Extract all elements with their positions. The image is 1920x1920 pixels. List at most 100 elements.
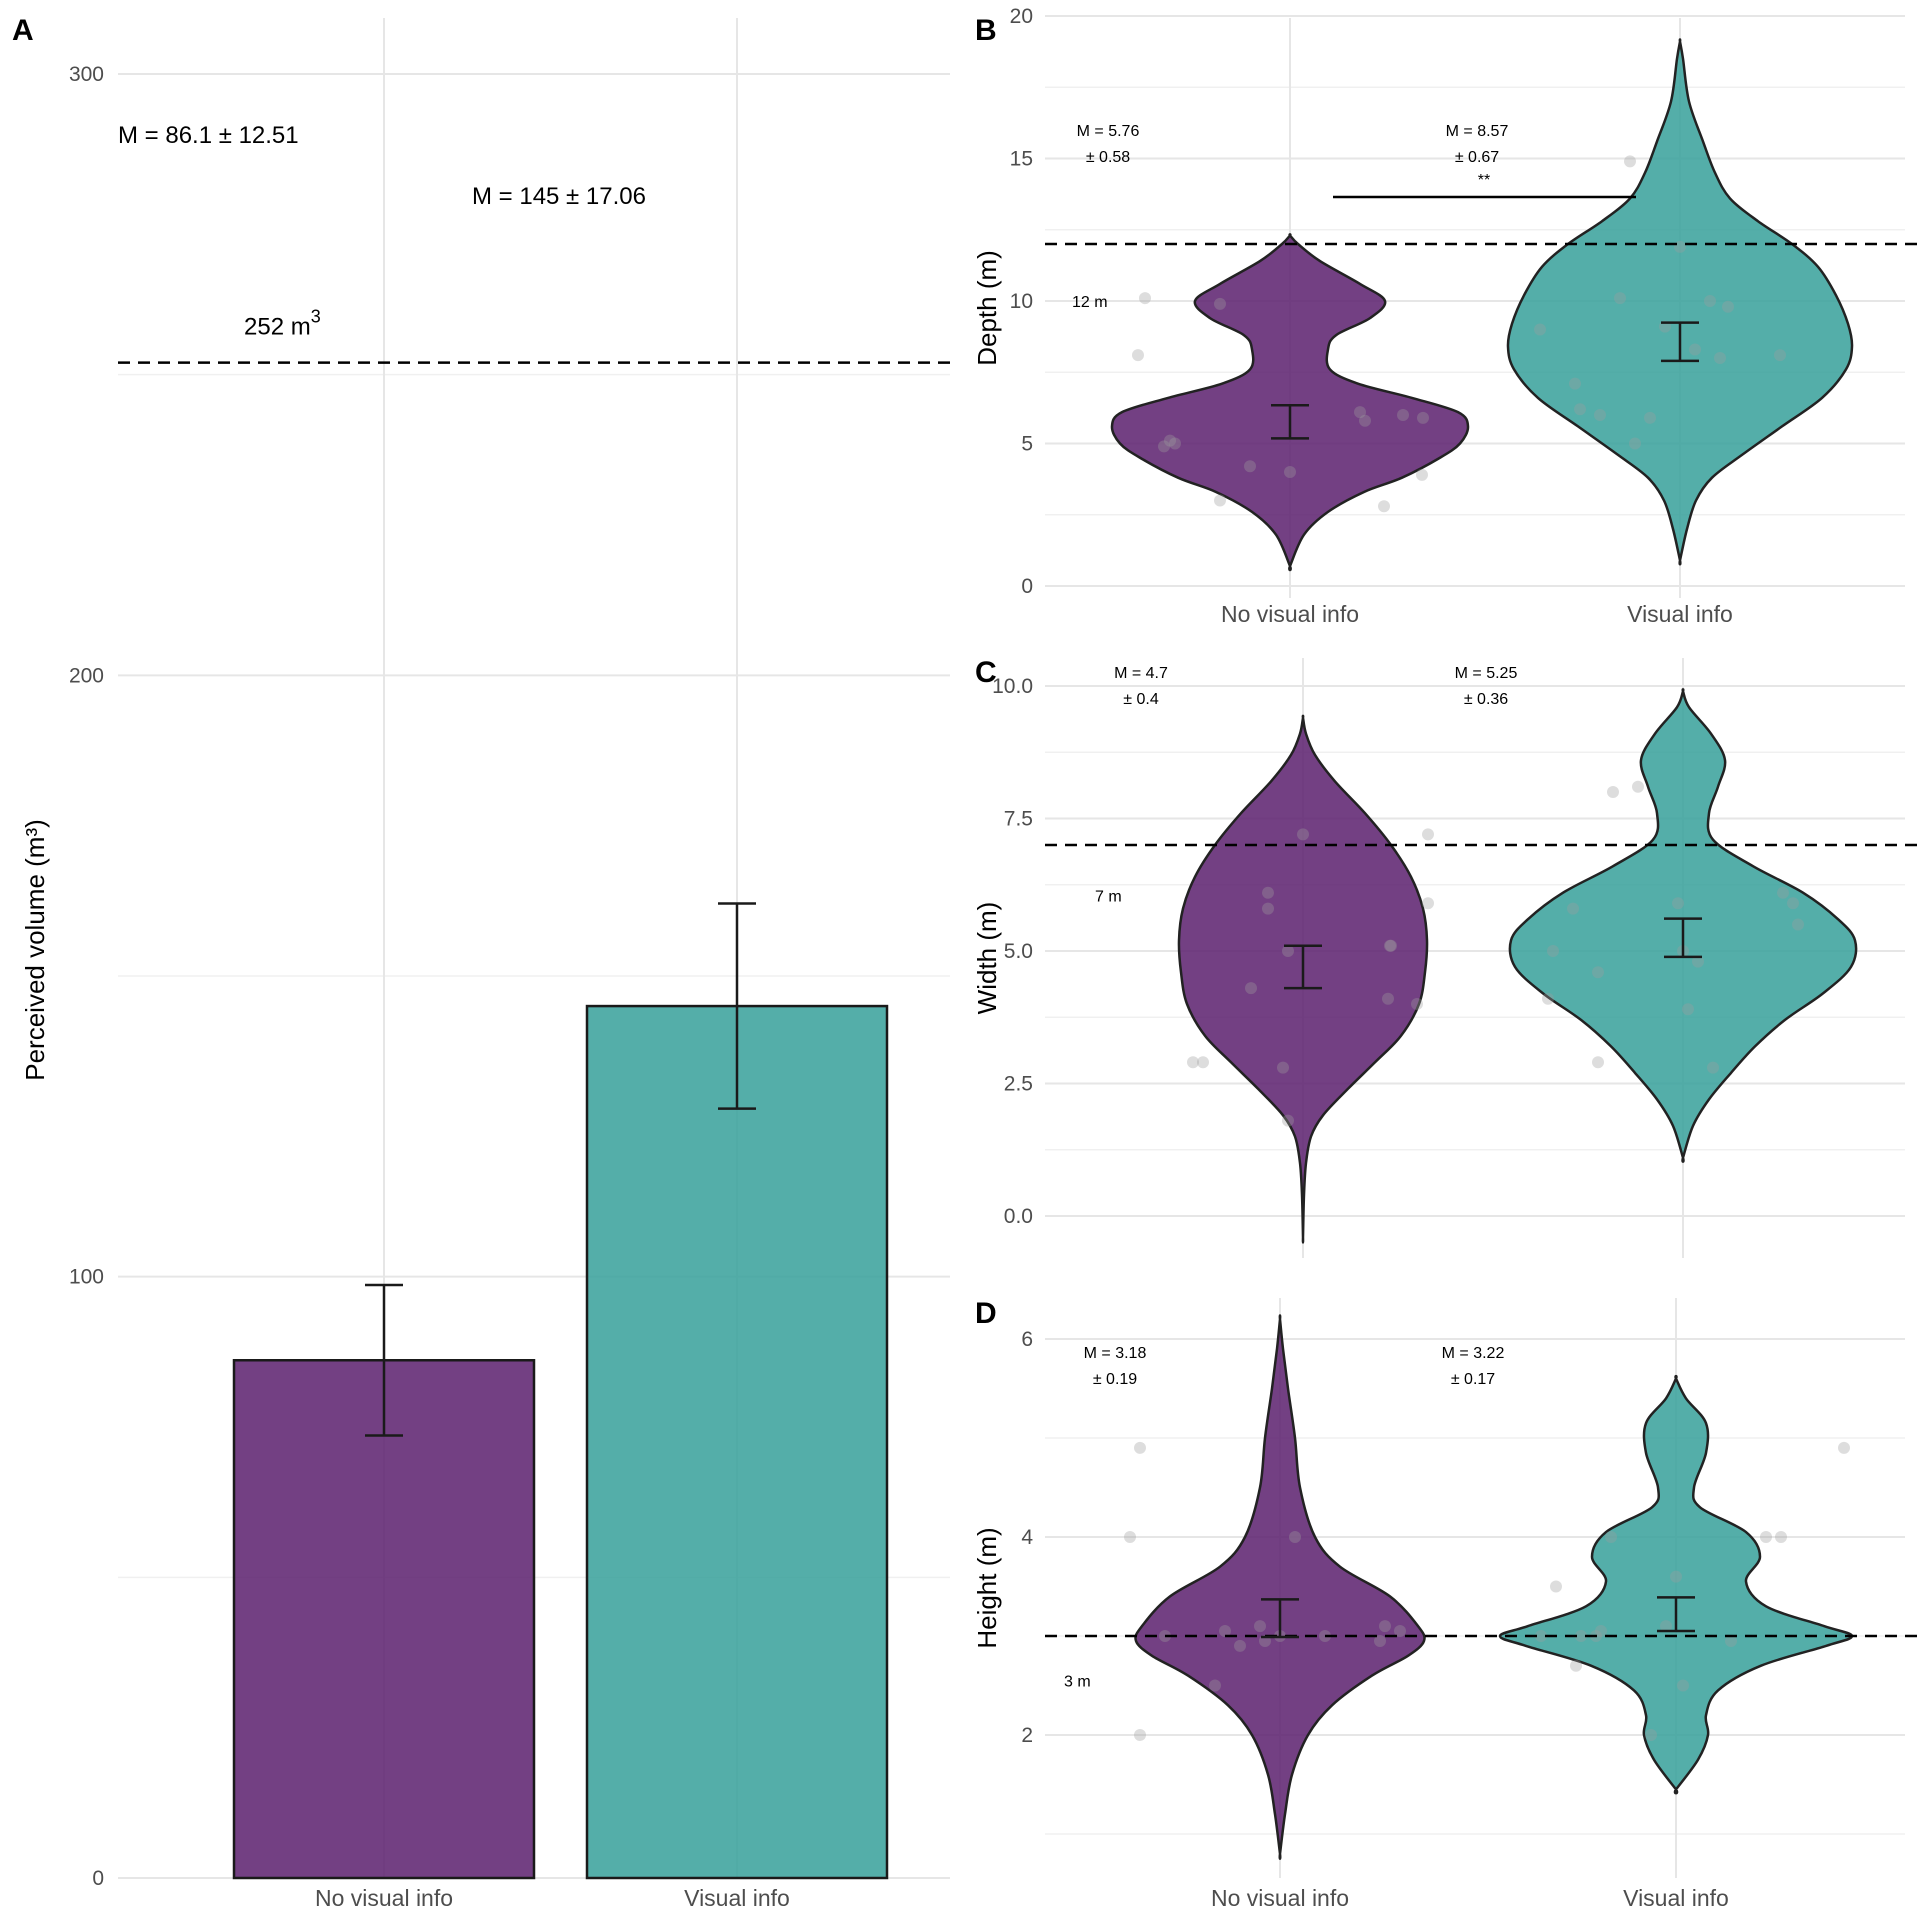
y-tick-label: 200 (69, 664, 104, 687)
data-point (1614, 292, 1626, 305)
x-category-label: No visual info (1211, 1885, 1349, 1911)
data-point (1394, 1625, 1406, 1638)
data-point (1219, 1625, 1231, 1638)
data-point (1574, 403, 1586, 416)
panel-letter-c: C (975, 656, 997, 689)
data-point (1607, 786, 1619, 798)
data-point (1570, 1659, 1582, 1672)
data-point (1592, 966, 1604, 979)
data-point (1550, 1580, 1562, 1593)
data-point (1187, 1056, 1199, 1069)
x-category-label: Visual info (1623, 1885, 1729, 1911)
y-tick-label: 5 (1021, 433, 1033, 456)
data-point (1670, 1570, 1682, 1583)
panel-c-width-violin: C 0.02.55.07.510.07 mNo visual infoVisua… (972, 656, 1917, 1258)
panel-letter-b: B (975, 14, 997, 47)
data-point (1277, 1061, 1289, 1074)
reference-label: 7 m (1095, 888, 1122, 905)
data-point (1397, 409, 1409, 421)
data-point (1282, 945, 1294, 957)
y-tick-label: 300 (69, 63, 104, 86)
mean-annotation-se: ± 0.17 (1451, 1371, 1495, 1388)
data-point (1422, 897, 1434, 910)
error-bar (365, 1283, 403, 1437)
y-tick-label: 0.0 (1004, 1205, 1033, 1228)
reference-label: 252 m3 (244, 307, 321, 341)
x-category-label: No visual info (315, 1885, 453, 1911)
data-point (1674, 240, 1686, 253)
y-tick-label: 4 (1021, 1526, 1033, 1549)
data-point (1282, 1114, 1294, 1127)
data-point (1704, 295, 1716, 307)
data-point (1725, 1634, 1737, 1647)
data-point (1792, 918, 1804, 931)
mean-annotation-se: ± 0.19 (1093, 1371, 1137, 1388)
data-point (1214, 297, 1226, 310)
y-tick-label: 5.0 (1004, 940, 1033, 963)
data-point (1297, 828, 1309, 841)
panel-b-depth-violin: B 0 5 10 15 20 12 m No visual info Visual info M… (972, 5, 1917, 627)
data-point (1262, 902, 1274, 915)
data-point (1569, 377, 1581, 390)
error-bar (1271, 404, 1309, 440)
reference-label: 12 m (1072, 294, 1108, 311)
data-point (1722, 300, 1734, 313)
reference-label: 3 m (1064, 1674, 1091, 1691)
x-category-label: Visual info (684, 1885, 790, 1911)
data-point (1692, 955, 1704, 968)
mean-annotation-se: ± 0.67 (1455, 149, 1499, 166)
y-axis-label: Perceived volume (m³) (20, 819, 50, 1081)
y-axis-label: Height (m) (972, 1527, 1002, 1648)
data-point (1787, 897, 1799, 910)
panel-a-volume-bar-chart: A 0 100 200 300 No visual info Visual info 252… (12, 14, 950, 1911)
data-point (1262, 886, 1274, 899)
bar-visual-info (585, 1004, 889, 1880)
data-point (1644, 411, 1656, 424)
error-bar (1261, 1598, 1299, 1639)
data-point (1124, 1531, 1136, 1543)
data-point (1385, 939, 1397, 952)
data-point (1289, 1531, 1301, 1543)
error-bar (1661, 321, 1699, 363)
data-point (1359, 414, 1371, 427)
data-point (1254, 1620, 1266, 1633)
data-point (1629, 437, 1641, 450)
data-point (1209, 1679, 1221, 1692)
y-axis-label: Width (m) (972, 902, 1002, 1015)
error-bar (1284, 944, 1322, 990)
data-point (1595, 1625, 1607, 1638)
data-point (1672, 897, 1684, 910)
panel-d-height-violin: D 2 4 6 3 m No visual info Visual info M = 3.1… (972, 1297, 1917, 1911)
y-tick-label: 20 (1010, 5, 1033, 28)
error-bar (1657, 1596, 1695, 1633)
y-tick-label: 10 (1010, 290, 1033, 313)
data-point (1707, 1061, 1719, 1074)
data-point (1244, 460, 1256, 473)
data-point (1422, 828, 1434, 841)
y-tick-label: 6 (1021, 1328, 1033, 1351)
y-tick-label: 100 (69, 1266, 104, 1289)
data-point (1384, 939, 1396, 952)
mean-annotation: M = 5.76 (1077, 123, 1140, 140)
data-point (1605, 1531, 1617, 1543)
data-point (1760, 1531, 1772, 1543)
mean-annotation-se: ± 0.58 (1086, 149, 1130, 166)
data-point (1139, 292, 1151, 305)
data-point (1535, 1630, 1547, 1642)
data-point (1632, 780, 1644, 793)
panel-letter-d: D (975, 1297, 997, 1330)
y-tick-label: 0 (1021, 575, 1033, 598)
data-point (1682, 1003, 1694, 1016)
data-point (1660, 1620, 1672, 1633)
y-tick-label: 0 (92, 1867, 104, 1890)
data-point (1374, 1634, 1386, 1647)
violin-visual-info (1498, 1374, 1854, 1795)
y-tick-label: 2.5 (1004, 1073, 1033, 1096)
data-point (1417, 411, 1429, 424)
data-point (1134, 1729, 1146, 1741)
data-point (1592, 1056, 1604, 1069)
data-point (1379, 1620, 1391, 1633)
data-point (1197, 1056, 1209, 1069)
data-point (1689, 343, 1701, 356)
